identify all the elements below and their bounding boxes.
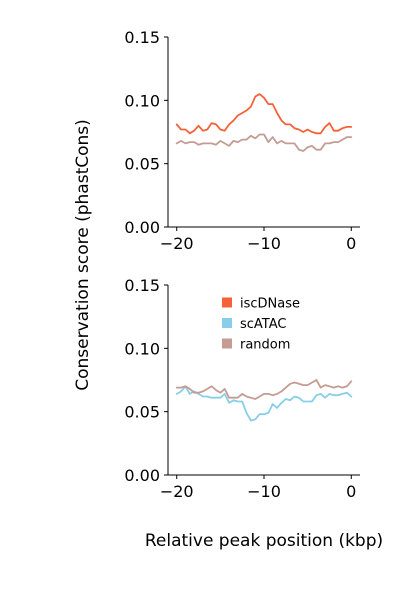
legend-swatch-iscdnase — [222, 298, 232, 308]
y-tick-label: 0.15 — [124, 276, 160, 295]
legend-label-scatac: scATAC — [240, 317, 286, 332]
series-line-iscdnase — [177, 94, 352, 133]
x-tick-label: 0 — [346, 482, 356, 501]
y-tick-label: 0.05 — [124, 155, 160, 174]
legend-swatch-scatac — [222, 318, 232, 328]
legend-label-iscdnase: iscDNase — [240, 297, 300, 312]
y-tick-label: 0.00 — [124, 218, 160, 237]
x-tick-label: −10 — [247, 234, 281, 253]
y-tick-label: 0.15 — [124, 28, 160, 47]
legend: iscDNase scATAC random — [222, 297, 300, 353]
y-tick-label: 0.10 — [124, 91, 160, 110]
y-tick-label: 0.05 — [124, 403, 160, 422]
y-axis-title: Conservation score (phastCons) — [73, 119, 93, 391]
legend-label-random: random — [240, 338, 290, 353]
series-line-random — [177, 135, 352, 152]
x-axis-title: Relative peak position (kbp) — [145, 531, 383, 551]
x-tick-label: −10 — [247, 482, 281, 501]
x-tick-label: −20 — [160, 234, 194, 253]
x-tick-label: 0 — [346, 234, 356, 253]
y-tick-label: 0.10 — [124, 339, 160, 358]
legend-swatch-random — [222, 339, 232, 349]
top-panel: 0.00 0.05 0.10 0.15 −20 −10 0 — [124, 28, 360, 253]
x-tick-label: −20 — [160, 482, 194, 501]
y-tick-label: 0.00 — [124, 466, 160, 485]
